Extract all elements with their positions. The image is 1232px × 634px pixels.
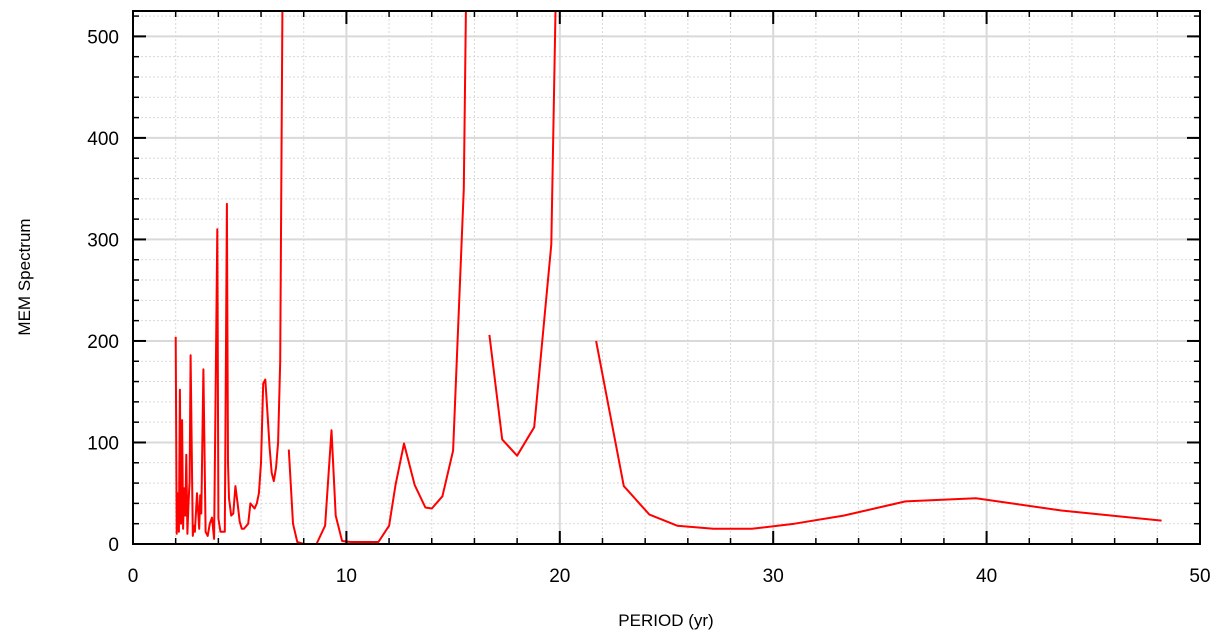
plot-frame (132, 10, 1201, 545)
x-tick-label: 10 (336, 566, 357, 587)
y-tick-label: 100 (87, 433, 119, 454)
spectrum-line-segment (595, 340, 1162, 530)
y-tick-label: 0 (108, 535, 119, 556)
spectrum-line-segment (287, 11, 467, 544)
y-tick-labels: 0 100 200 300 400 500 (87, 27, 119, 556)
x-tick-label: 30 (763, 566, 784, 587)
x-tick-labels: 0 10 20 30 40 50 (128, 566, 1211, 587)
axis-ticks (132, 11, 1201, 545)
y-tick-label: 500 (87, 27, 119, 48)
spectrum-line-segment (174, 11, 286, 540)
x-tick-label: 20 (549, 566, 570, 587)
y-tick-label: 200 (87, 332, 119, 353)
y-tick-label: 400 (87, 129, 119, 150)
x-tick-label: 40 (976, 566, 997, 587)
grid-lines (132, 11, 1201, 545)
x-tick-label: 0 (128, 566, 139, 587)
y-axis-title: MEM Spectrum (15, 218, 34, 335)
y-tick-label: 300 (87, 230, 119, 251)
x-tick-label: 50 (1189, 566, 1210, 587)
spectrum-series (174, 11, 1162, 544)
x-axis-title: PERIOD (yr) (618, 611, 713, 630)
spectrum-line-segment (488, 11, 557, 457)
